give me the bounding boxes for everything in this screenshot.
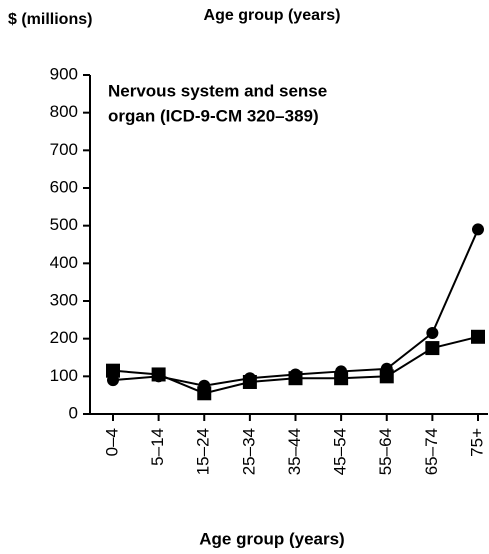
y-tick-label: 0 xyxy=(69,403,78,422)
square-marker xyxy=(425,341,440,356)
x-tick-label: 75+ xyxy=(467,428,486,457)
y-tick-label: 500 xyxy=(50,215,78,234)
circle-marker xyxy=(426,327,439,340)
y-tick-label: 800 xyxy=(50,102,78,121)
square-marker xyxy=(334,371,349,386)
annotation: Nervous system and sense xyxy=(108,81,327,100)
x-tick-label: 15–24 xyxy=(194,428,213,475)
x-axis-label: Age group (years) xyxy=(199,529,344,548)
y-tick-label: 700 xyxy=(50,140,78,159)
y-tick-label: 300 xyxy=(50,290,78,309)
square-marker xyxy=(151,367,166,382)
circle-marker xyxy=(472,223,484,236)
x-tick-label: 35–44 xyxy=(285,428,304,475)
y-tick-label: 100 xyxy=(50,366,78,385)
chart-title: Age group (years) xyxy=(204,7,341,24)
x-tick-label: 0–4 xyxy=(102,428,121,456)
series-line xyxy=(112,229,479,387)
square-marker xyxy=(288,371,303,386)
y-tick-label: 900 xyxy=(50,64,78,83)
x-tick-label: 5–14 xyxy=(148,428,167,466)
square-marker xyxy=(471,329,485,344)
annotation: organ (ICD-9-CM 320–389) xyxy=(108,106,319,125)
y-axis-label: $ (millions) xyxy=(8,11,92,28)
square-marker xyxy=(379,369,394,384)
y-tick-label: 600 xyxy=(50,177,78,196)
y-tick-label: 200 xyxy=(50,328,78,347)
y-tick-label: 400 xyxy=(50,253,78,272)
square-marker xyxy=(106,363,120,378)
x-tick-label: 65–74 xyxy=(422,428,441,475)
square-marker xyxy=(197,386,212,401)
x-tick-label: 45–54 xyxy=(331,428,350,475)
x-tick-label: 25–34 xyxy=(239,428,258,475)
x-tick-label: 55–64 xyxy=(376,428,395,475)
square-marker xyxy=(242,374,257,389)
